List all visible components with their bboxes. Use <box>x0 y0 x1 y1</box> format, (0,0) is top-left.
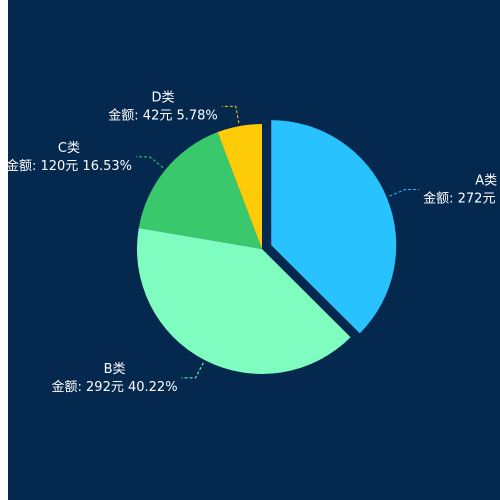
pie-slice-b[interactable] <box>137 228 351 374</box>
slice-label-category-c: C类 <box>58 141 80 156</box>
slice-label-category-d: D类 <box>152 90 175 105</box>
left-edge-strip <box>0 0 8 500</box>
slice-label-amount-a: 金额: 272元 37.47% <box>423 191 500 207</box>
leader-line-b <box>181 362 204 379</box>
pie-slice-d[interactable] <box>217 124 262 249</box>
leader-line-d <box>221 105 240 124</box>
leader-line-c <box>135 156 164 169</box>
slice-label-category-a: A类 <box>475 174 497 189</box>
pie-slice-a[interactable] <box>271 120 397 334</box>
slice-label-amount-c: 金额: 120元 16.53% <box>8 158 132 174</box>
slice-label-category-b: B类 <box>104 362 126 377</box>
slice-label-amount-b: 金额: 292元 40.22% <box>52 379 178 395</box>
leader-line-a <box>389 189 420 197</box>
pie-slice-c[interactable] <box>138 132 262 249</box>
slice-label-amount-d: 金额: 42元 5.78% <box>108 107 218 123</box>
